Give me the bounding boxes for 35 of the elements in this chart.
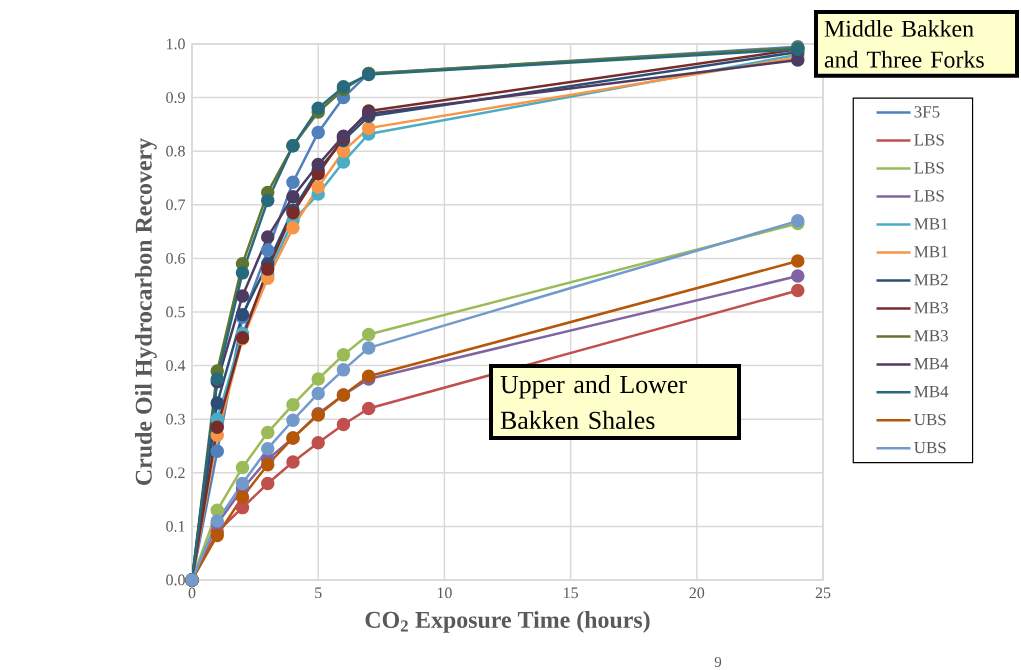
- x-tick-label: 0: [188, 587, 196, 599]
- y-tick-label: 0.1: [166, 520, 185, 532]
- legend-label: MB2: [914, 274, 948, 286]
- x-tick-label: 10: [437, 587, 452, 599]
- legend-label: MB1: [914, 246, 948, 258]
- y-tick-label: 0.4: [166, 360, 186, 371]
- y-tick-label: 0.3: [166, 413, 185, 425]
- legend-label: MB1: [914, 218, 948, 230]
- y-axis-title: Crude Oil Hydrocarbon Recovery: [134, 138, 157, 485]
- legend-label: MB4: [914, 358, 949, 370]
- legend-label: LBS: [914, 134, 944, 146]
- legend-label: UBS: [914, 441, 946, 454]
- text: Middle Bakken and Three Forks: [824, 19, 984, 68]
- x-axis-title: CO$_{2}$ Exposure Time (hours): [365, 611, 650, 633]
- x-tick-label: 15: [564, 587, 578, 599]
- y-tick-label: 0.7: [166, 199, 186, 211]
- annotation: Upper and Lower Bakken Shales: [500, 374, 687, 430]
- legend-label: UBS: [914, 413, 946, 426]
- y-tick-label: 0.8: [166, 145, 185, 157]
- y-tick-label: 0.0: [166, 574, 185, 586]
- x-tick-label: 25: [815, 587, 831, 599]
- text: 9: [714, 656, 722, 667]
- x-tick-label: 5: [315, 587, 322, 599]
- legend-label: LBS: [914, 190, 944, 202]
- legend-label: MB3: [914, 302, 948, 314]
- legend-label: LBS: [914, 162, 944, 174]
- legend-label: MB3: [914, 330, 948, 342]
- y-tick-label: 0.9: [166, 92, 185, 103]
- x-tick-label: 20: [689, 587, 705, 599]
- y-tick-label: 0.5: [166, 306, 185, 318]
- legend-label: MB4: [914, 385, 949, 398]
- y-tick-label: 0.6: [166, 252, 186, 264]
- y-tick-label: 1.0: [166, 38, 185, 50]
- y-tick-label: 0.2: [166, 467, 185, 479]
- legend-label: 3F5: [914, 106, 940, 118]
